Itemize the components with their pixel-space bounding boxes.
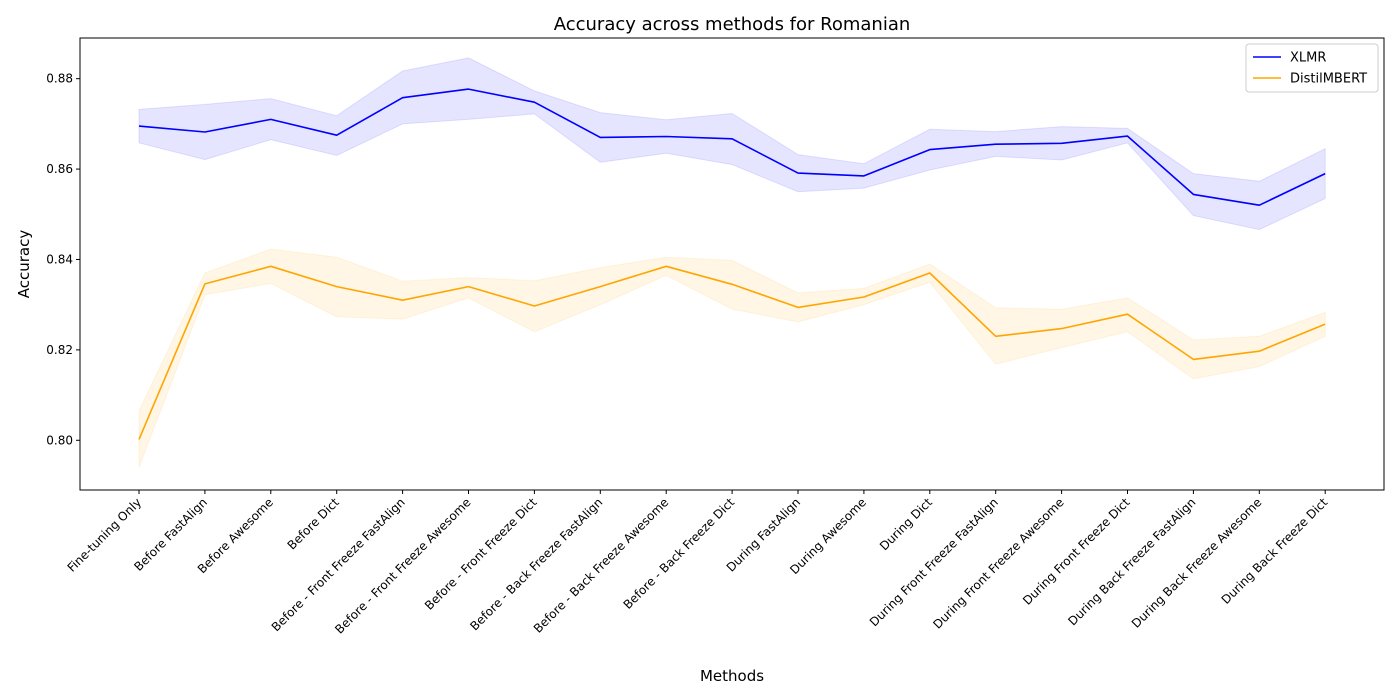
x-tick-label: During Back Freeze Dict: [1219, 495, 1331, 607]
x-tick-label: Before - Front Freeze Awesome: [332, 495, 473, 636]
x-tick-label: Before Dict: [285, 495, 342, 552]
xlmr-confidence-band: [138, 57, 1326, 231]
y-tick-label: 0.86: [46, 162, 73, 176]
x-tick-label: Before - Back Freeze Dict: [621, 495, 738, 612]
x-tick-label: Before - Front Freeze FastAlign: [269, 495, 408, 634]
legend: XLMR DistilMBERT: [1245, 43, 1379, 93]
x-tick-label: During Front Freeze Awesome: [930, 495, 1066, 631]
x-tick-label: During Dict: [877, 495, 935, 553]
xlmr-legend-label: XLMR: [1290, 51, 1326, 66]
y-tick-label: 0.80: [46, 433, 73, 447]
y-axis-label: Accuracy: [15, 230, 33, 299]
x-tick-label: During Front Freeze FastAlign: [867, 495, 1001, 629]
x-tick-label: During Front Freeze Dict: [1020, 495, 1133, 608]
y-axis-ticks: 0.80 0.82 0.84 0.86 0.88: [46, 72, 80, 447]
x-tick-label: During Back Freeze FastAlign: [1065, 495, 1198, 628]
y-tick-label: 0.88: [46, 72, 73, 86]
y-tick-label: 0.82: [46, 343, 73, 357]
chart-title: Accuracy across methods for Romanian: [554, 14, 911, 35]
legend-box: [1245, 43, 1379, 93]
x-tick-label: Before - Back Freeze FastAlign: [467, 495, 605, 633]
distilmbert-legend-label: DistilMBERT: [1290, 72, 1367, 87]
x-tick-label: During Back Freeze Awesome: [1129, 495, 1265, 631]
xlmr-line: [138, 88, 1326, 206]
y-tick-label: 0.84: [46, 252, 73, 266]
x-axis-label: Methods: [700, 667, 764, 685]
distilmbert-line: [138, 265, 1326, 440]
x-tick-label: Before - Front Freeze Dict: [422, 495, 540, 613]
x-tick-label: Before - Back Freeze Awesome: [531, 495, 671, 635]
distilmbert-confidence-band: [138, 248, 1326, 468]
confidence-bands: [138, 57, 1326, 468]
series-lines: [138, 88, 1326, 440]
